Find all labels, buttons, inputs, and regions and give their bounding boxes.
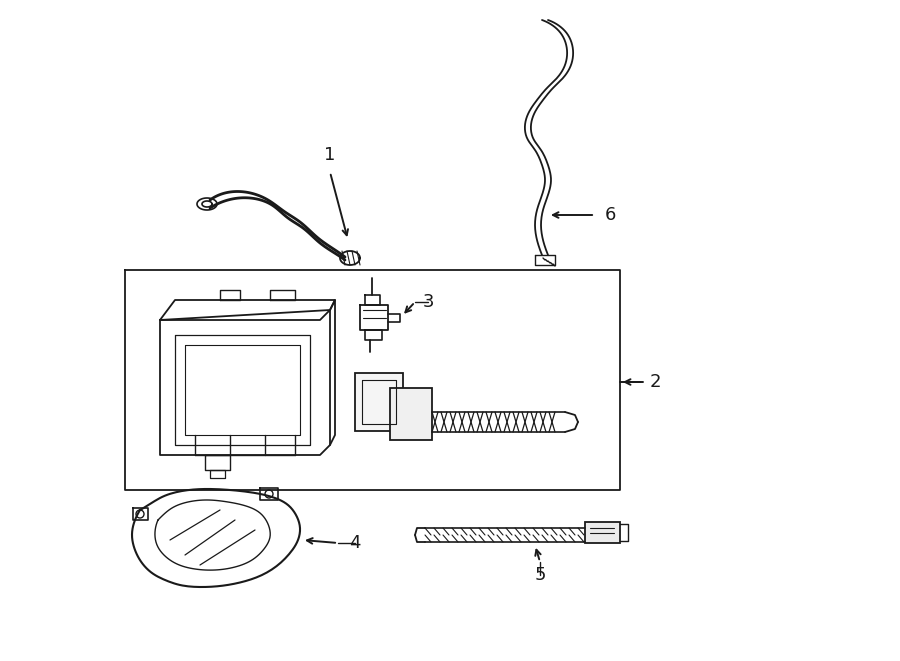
- Text: 6: 6: [604, 206, 616, 224]
- Bar: [390, 388, 432, 440]
- Text: 2: 2: [649, 373, 661, 391]
- Text: 1: 1: [324, 146, 336, 164]
- Text: 3: 3: [422, 293, 434, 311]
- Text: 4: 4: [349, 534, 361, 552]
- Text: 5: 5: [535, 566, 545, 584]
- Bar: [355, 373, 403, 431]
- Bar: [585, 522, 620, 543]
